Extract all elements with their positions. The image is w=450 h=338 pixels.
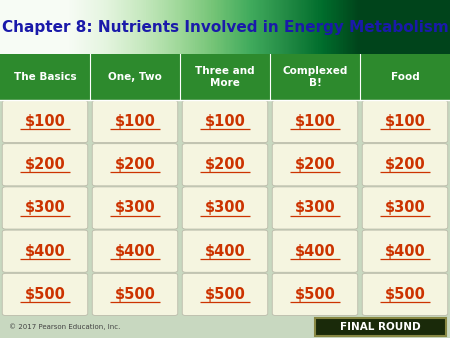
Text: One, Two: One, Two	[108, 72, 162, 82]
Text: $400: $400	[25, 244, 65, 259]
Text: Complexed
B!: Complexed B!	[282, 66, 348, 88]
Text: $300: $300	[205, 200, 245, 216]
Text: $100: $100	[385, 114, 425, 129]
Text: FINAL ROUND: FINAL ROUND	[340, 322, 421, 332]
Text: $200: $200	[115, 157, 155, 172]
FancyBboxPatch shape	[362, 100, 448, 143]
FancyBboxPatch shape	[2, 187, 88, 229]
Text: $400: $400	[385, 244, 425, 259]
FancyBboxPatch shape	[92, 230, 178, 272]
Text: $300: $300	[295, 200, 335, 216]
FancyBboxPatch shape	[362, 187, 448, 229]
FancyBboxPatch shape	[92, 273, 178, 315]
FancyBboxPatch shape	[272, 144, 358, 186]
Text: $100: $100	[25, 114, 65, 129]
FancyBboxPatch shape	[362, 273, 448, 315]
FancyBboxPatch shape	[182, 100, 268, 143]
FancyBboxPatch shape	[272, 273, 358, 315]
Text: $200: $200	[25, 157, 65, 172]
FancyBboxPatch shape	[182, 230, 268, 272]
Text: $300: $300	[25, 200, 65, 216]
Text: © 2017 Pearson Education, Inc.: © 2017 Pearson Education, Inc.	[9, 323, 121, 330]
Text: $200: $200	[295, 157, 335, 172]
Text: $400: $400	[295, 244, 335, 259]
Text: $500: $500	[205, 287, 245, 302]
Text: The Basics: The Basics	[14, 72, 76, 82]
FancyBboxPatch shape	[2, 144, 88, 186]
Text: Chapter 8: Nutrients Involved in Energy Metabolism: Chapter 8: Nutrients Involved in Energy …	[2, 20, 448, 34]
FancyBboxPatch shape	[92, 144, 178, 186]
FancyBboxPatch shape	[272, 187, 358, 229]
Text: $300: $300	[385, 200, 425, 216]
Text: $500: $500	[385, 287, 425, 302]
FancyBboxPatch shape	[362, 230, 448, 272]
FancyBboxPatch shape	[182, 273, 268, 315]
FancyBboxPatch shape	[92, 187, 178, 229]
Text: $200: $200	[205, 157, 245, 172]
Text: $400: $400	[205, 244, 245, 259]
FancyBboxPatch shape	[362, 144, 448, 186]
Text: $500: $500	[295, 287, 335, 302]
FancyBboxPatch shape	[2, 230, 88, 272]
Text: $400: $400	[115, 244, 155, 259]
Text: $500: $500	[115, 287, 155, 302]
Text: $200: $200	[385, 157, 425, 172]
Text: $500: $500	[25, 287, 65, 302]
FancyBboxPatch shape	[92, 100, 178, 143]
Text: $300: $300	[115, 200, 155, 216]
FancyBboxPatch shape	[315, 318, 446, 336]
Text: Food: Food	[391, 72, 419, 82]
Text: $100: $100	[205, 114, 245, 129]
FancyBboxPatch shape	[272, 230, 358, 272]
FancyBboxPatch shape	[2, 273, 88, 315]
FancyBboxPatch shape	[182, 187, 268, 229]
Text: $100: $100	[115, 114, 155, 129]
FancyBboxPatch shape	[0, 54, 450, 100]
Text: $100: $100	[295, 114, 335, 129]
FancyBboxPatch shape	[272, 100, 358, 143]
FancyBboxPatch shape	[182, 144, 268, 186]
Text: Three and
More: Three and More	[195, 66, 255, 88]
FancyBboxPatch shape	[2, 100, 88, 143]
